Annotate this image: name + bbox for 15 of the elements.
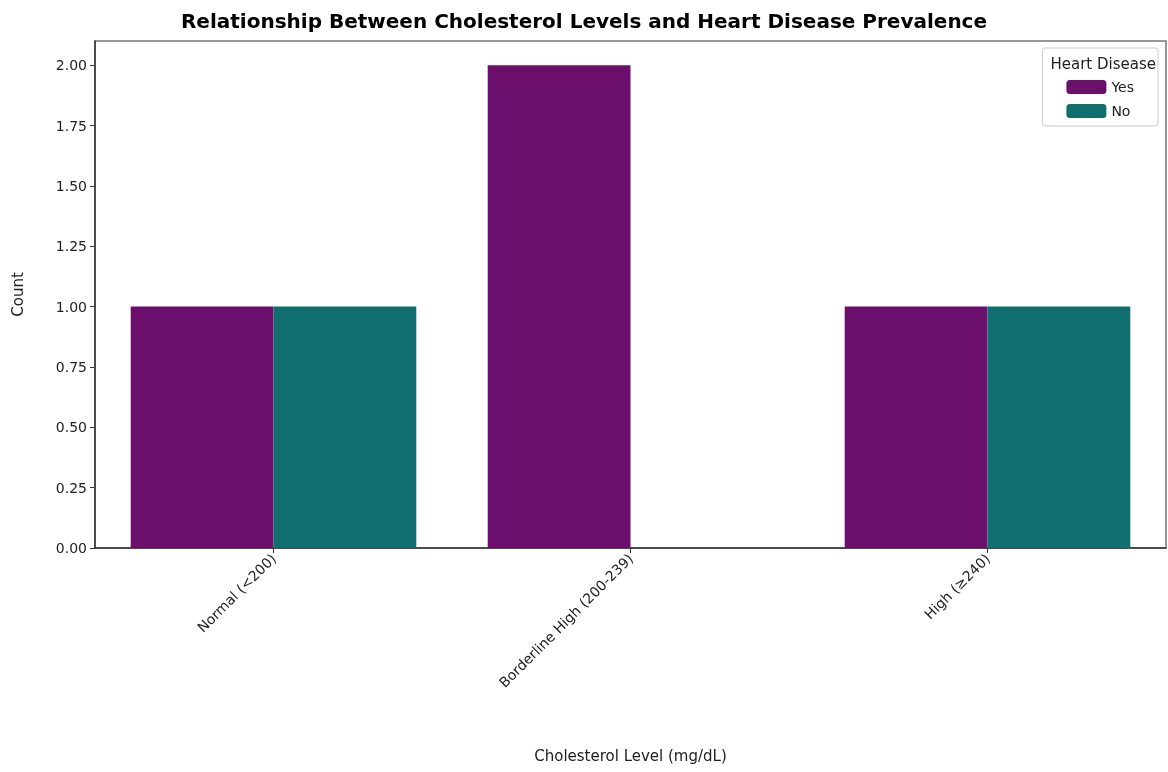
legend-title: Heart Disease: [1050, 54, 1156, 73]
y-tick-label: 0.75: [55, 358, 87, 375]
y-tick-label: 1.25: [55, 238, 87, 255]
y-tick-label: 0.50: [55, 419, 87, 436]
y-tick-label: 0.25: [55, 479, 87, 496]
y-tick-label: 0.00: [55, 540, 87, 556]
legend-label: No: [1111, 103, 1131, 119]
y-tick-label: 1.75: [55, 117, 87, 134]
y-tick-label: 1.50: [55, 177, 87, 194]
y-tick-label: 1.00: [55, 298, 87, 315]
x-axis-title: Cholesterol Level (mg/dL): [534, 746, 727, 765]
chart-title: Relationship Between Cholesterol Levels and Heart Disease Prevalence: [180, 9, 988, 33]
legend-label: Yes: [1110, 79, 1135, 95]
y-tick-label: 2.00: [55, 57, 87, 74]
y-axis-title: Count: [8, 272, 27, 317]
